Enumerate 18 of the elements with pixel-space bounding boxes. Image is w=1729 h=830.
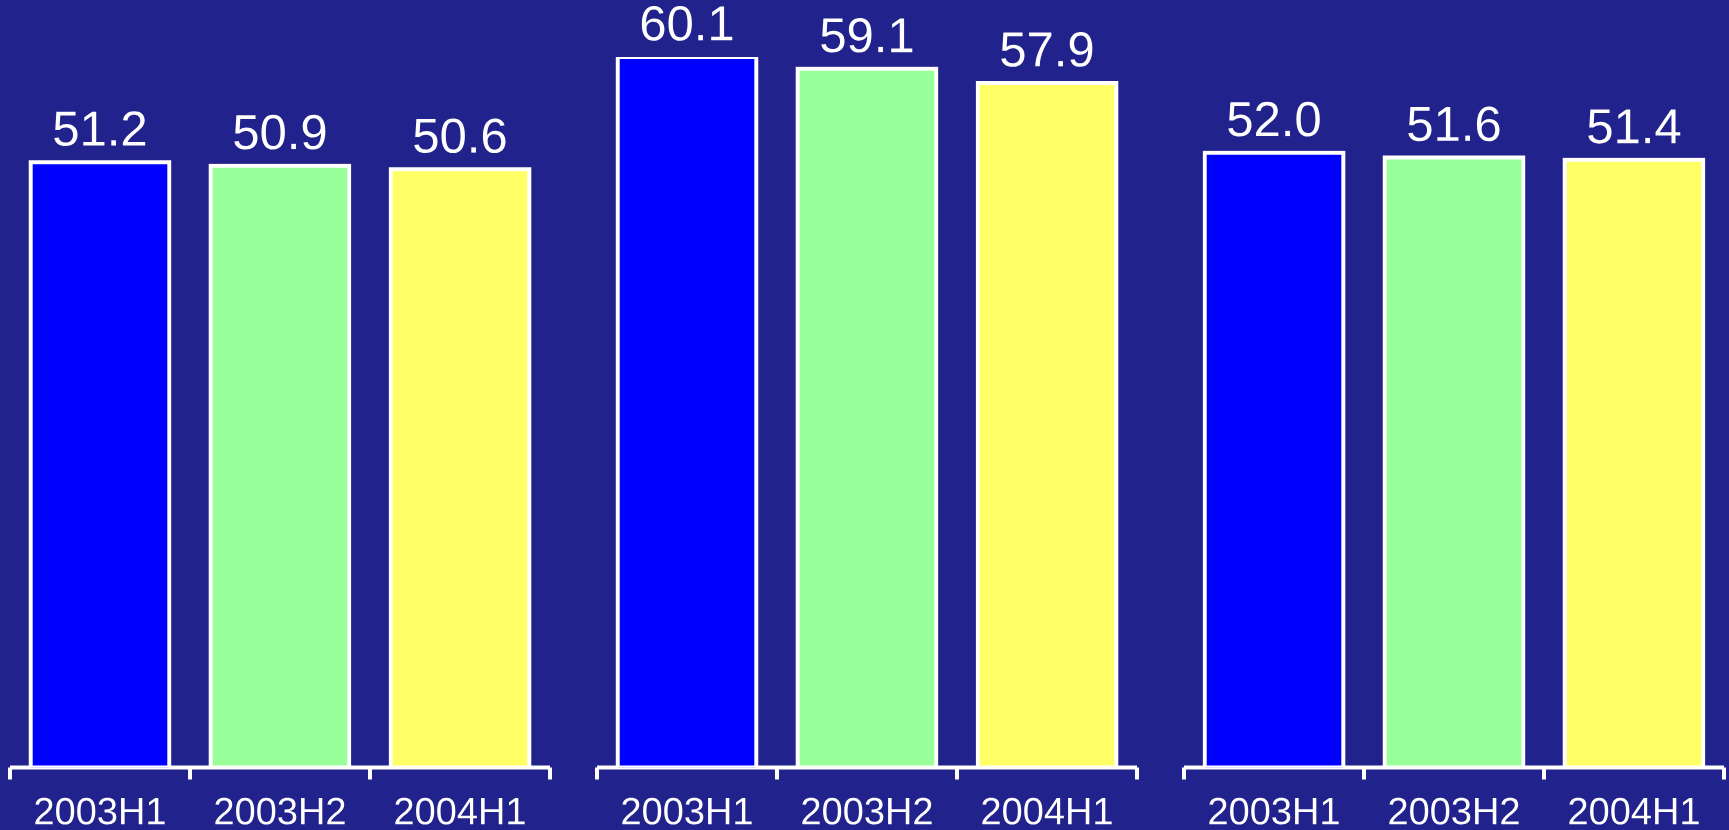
data-label: 52.0 [1228, 101, 1320, 137]
x-tick-label: 2003H1 [622, 797, 752, 825]
data-label: 51.2 [54, 111, 146, 147]
data-label: 51.6 [1408, 106, 1500, 142]
x-tick-label: 2004H1 [395, 797, 525, 825]
data-label: 60.1 [641, 6, 733, 41]
data-label: 50.9 [234, 114, 326, 150]
data-label: 50.6 [414, 118, 506, 154]
x-tick-label: 2003H2 [1389, 797, 1519, 825]
x-tick-label: 2003H1 [35, 797, 165, 825]
x-tick-label: 2003H2 [802, 797, 932, 825]
x-tick-label: 2003H1 [1209, 797, 1339, 825]
x-tick-label: 2004H1 [1569, 797, 1699, 825]
data-label: 51.4 [1588, 109, 1681, 144]
data-label: 59.1 [821, 17, 913, 53]
x-tick-label: 2004H1 [982, 797, 1112, 825]
data-label: 57.9 [1001, 32, 1093, 67]
x-tick-label: 2003H2 [215, 797, 345, 825]
